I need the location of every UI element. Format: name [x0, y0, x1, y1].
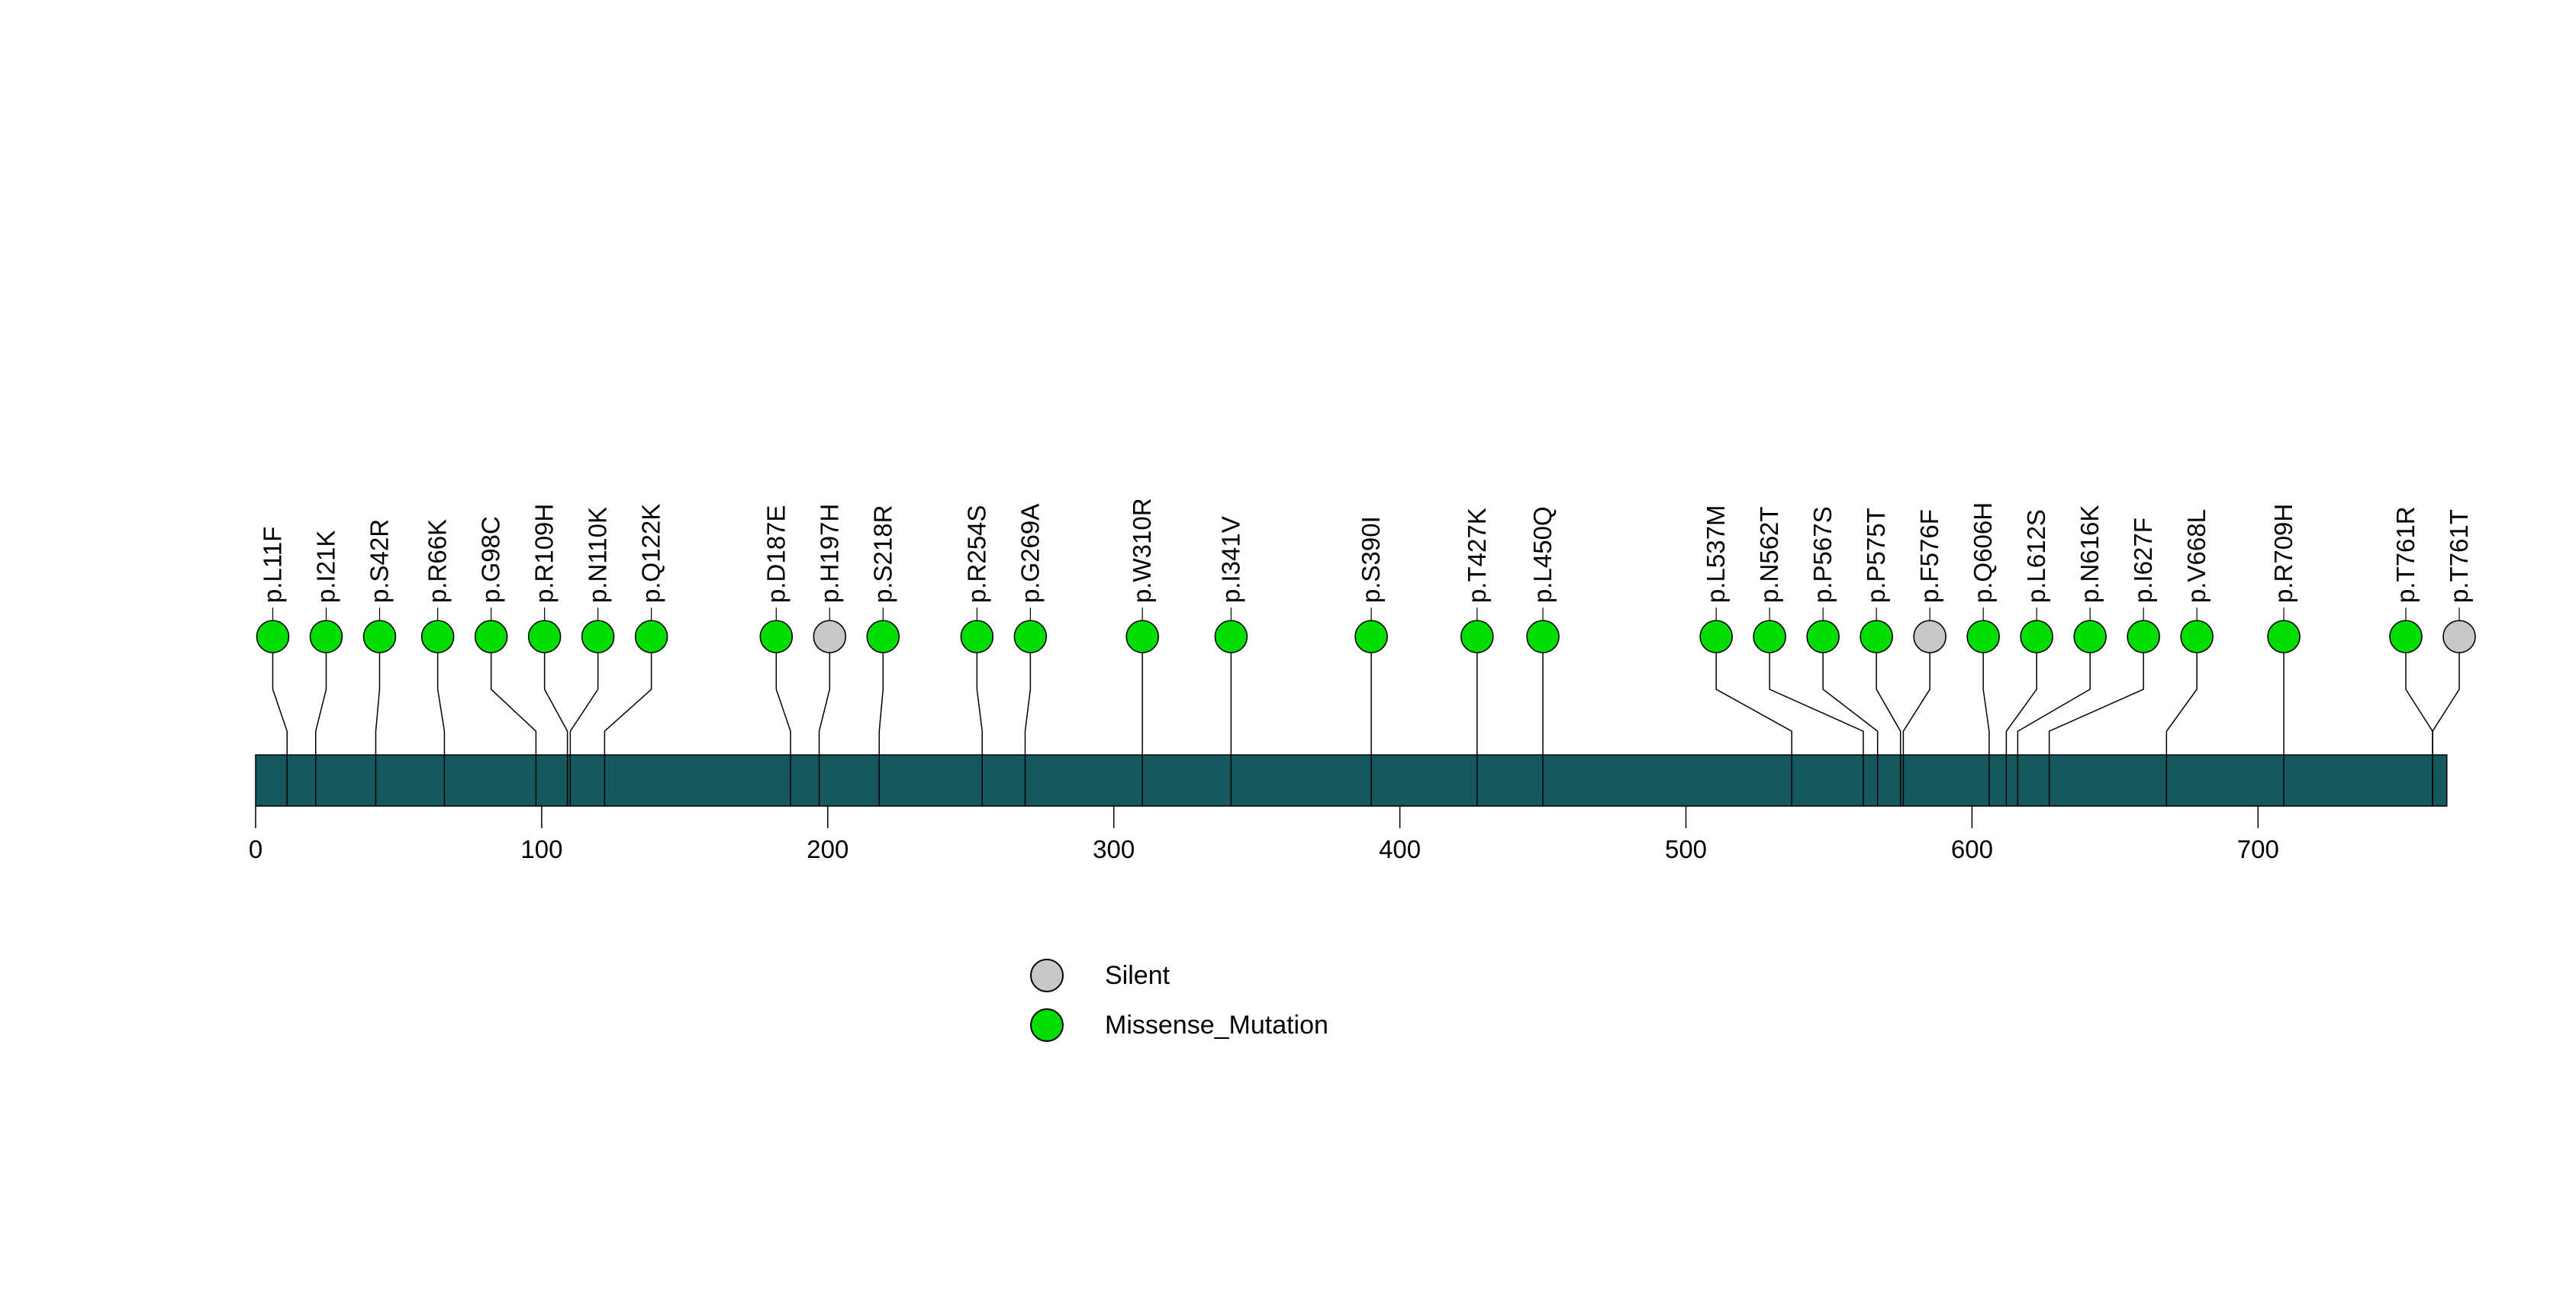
mutation-label: p.V668L [2182, 509, 2211, 603]
mutation-stem [2005, 653, 2037, 806]
axis-tick-label: 300 [1093, 835, 1135, 863]
mutation-label: p.N562T [1755, 506, 1783, 603]
mutation-label: p.N110K [584, 507, 612, 603]
mutation-label: p.R254S [962, 505, 990, 603]
mutation-label: p.N616K [2075, 505, 2104, 603]
mutation-label: p.T761R [2391, 506, 2420, 603]
mutation-circle [420, 620, 455, 653]
mutation-circle [1860, 620, 1893, 653]
axis-tick-label: 400 [1379, 835, 1421, 863]
mutation-circle [2180, 620, 2214, 653]
mutation-label: p.L612S [2022, 509, 2050, 603]
mutation-label: p.D187E [762, 505, 790, 603]
mutation-stem [272, 653, 288, 806]
mutation-label: p.R709H [2269, 504, 2297, 603]
axis-tick-label: 0 [249, 835, 262, 863]
mutation-circle [2127, 620, 2160, 653]
mutation-circle [527, 620, 562, 653]
mutation-stem [490, 653, 537, 806]
mutation-circle [1753, 620, 1786, 653]
mutation-stem [604, 653, 652, 806]
mutation-stem [2432, 653, 2460, 806]
mutation-stem [569, 653, 599, 806]
mutation-stem [1769, 653, 1864, 806]
mutation-circle [1214, 620, 1248, 653]
protein-backbone [255, 754, 2448, 807]
mutation-circle [866, 620, 900, 653]
mutation-circle [2389, 620, 2423, 653]
axis-tick-label: 600 [1951, 835, 1993, 863]
mutation-circle [1913, 620, 1946, 653]
axis-tick-label: 100 [520, 835, 562, 863]
mutation-label: p.S218R [868, 505, 897, 603]
mutation-stem [436, 653, 446, 806]
mutation-circle [1699, 620, 1733, 653]
mutation-circle [1354, 620, 1388, 653]
mutation-stem [2048, 653, 2144, 806]
mutation-circle [1526, 620, 1560, 653]
mutation-stem [1024, 653, 1032, 806]
mutation-stem [818, 653, 831, 806]
mutation-stem [1902, 653, 1930, 806]
mutation-stem [1822, 653, 1879, 806]
mutation-label: p.H197H [815, 504, 843, 603]
mutation-stem [1982, 653, 1990, 806]
mutation-circle [2267, 620, 2301, 653]
mutation-circle [362, 620, 397, 653]
mutation-stem [775, 653, 791, 806]
mutation-label: p.W310R [1128, 498, 1156, 603]
axis-tick-label: 200 [807, 835, 848, 863]
mutation-circle [1013, 620, 1048, 653]
mutation-circle [813, 620, 847, 653]
mutation-circle [759, 620, 794, 653]
mutation-stem [878, 653, 884, 806]
mutation-label: p.T427K [1463, 508, 1491, 603]
mutation-label: p.L450Q [1528, 506, 1557, 603]
mutation-stem [976, 653, 983, 806]
mutation-stem [2017, 653, 2091, 806]
mutation-circle [2073, 620, 2107, 653]
mutation-label: p.I627F [2129, 518, 2157, 603]
mutation-label: p.L537M [1702, 505, 1730, 603]
mutation-label: p.L11F [258, 527, 286, 603]
mutation-stem [314, 653, 327, 806]
mutation-circle [474, 620, 508, 653]
mutation-circle [1806, 620, 1840, 653]
mutation-label: p.I21K [311, 531, 340, 603]
mutation-label: p.T761T [2445, 509, 2473, 603]
mutation-stem [543, 653, 568, 806]
mutation-label: p.P575T [1862, 508, 1890, 603]
mutation-stem [1715, 653, 1792, 806]
mutation-circle [2442, 620, 2476, 653]
mutation-stem [375, 653, 381, 806]
mutation-label: p.G98C [477, 516, 505, 603]
mutation-stem [2165, 653, 2198, 806]
mutation-label: p.P567S [1808, 506, 1837, 603]
mutation-label: p.S390I [1357, 516, 1385, 603]
mutation-circle [1460, 620, 1494, 653]
mutation-circle [309, 620, 343, 653]
mutation-label: p.R66K [423, 519, 452, 603]
mutation-label: p.Q606H [1969, 502, 1997, 603]
axis-tick-label: 500 [1665, 835, 1707, 863]
mutation-circle [634, 620, 668, 653]
mutation-circle [1125, 620, 1159, 653]
mutation-circle [581, 620, 615, 653]
mutation-circle [2020, 620, 2053, 653]
mutation-label: p.F576F [1915, 509, 1943, 603]
mutation-label: p.Q122K [637, 504, 665, 603]
mutation-label: p.G269A [1016, 504, 1044, 603]
mutation-circle [1966, 620, 2000, 653]
axis-tick-label: 700 [2237, 835, 2279, 863]
mutation-circle [960, 620, 994, 653]
mutation-circle [256, 620, 290, 653]
mutation-label: p.I341V [1216, 516, 1245, 603]
mutation-label: p.R109H [530, 504, 559, 603]
mutation-stem [1876, 653, 1901, 806]
mutation-label: p.S42R [365, 519, 393, 603]
